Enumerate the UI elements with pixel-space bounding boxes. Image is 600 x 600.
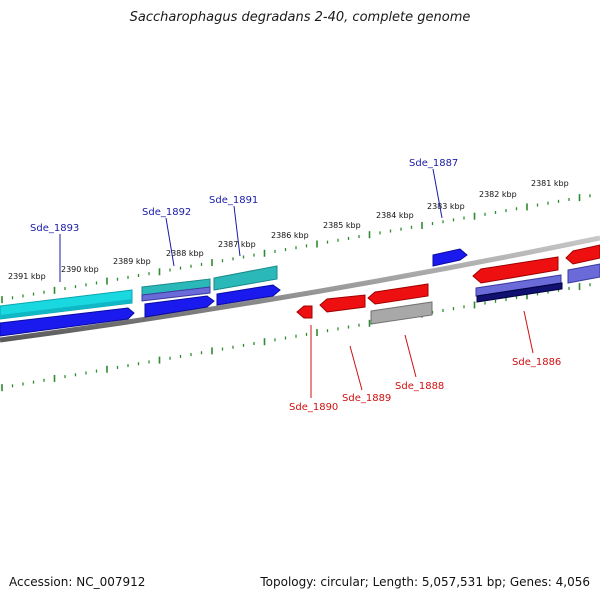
label-sde-1890[interactable]: Sde_1890 bbox=[289, 402, 338, 413]
upper-scale-track bbox=[1, 194, 591, 304]
gene-sde-1890[interactable] bbox=[296, 305, 313, 319]
kbp-label-2390: 2390 kbp bbox=[61, 265, 99, 274]
kbp-label-2389: 2389 kbp bbox=[113, 257, 151, 266]
label-sde-1887[interactable]: Sde_1887 bbox=[409, 158, 458, 169]
gene-slate-edge[interactable] bbox=[567, 263, 600, 284]
genome-summary-text: Topology: circular; Length: 5,057,531 bp… bbox=[260, 575, 590, 589]
gene-name-labels: Sde_1893 Sde_1892 Sde_1891 Sde_1887 Sde_… bbox=[30, 158, 561, 413]
leader-sde-1888 bbox=[404, 334, 417, 378]
gene-sde-1888-grey[interactable] bbox=[370, 301, 433, 325]
kbp-label-2381: 2381 kbp bbox=[531, 179, 569, 188]
gene-sde-1886[interactable] bbox=[472, 256, 559, 284]
gene-sde-1891[interactable] bbox=[213, 265, 278, 291]
genome-backbone bbox=[0, 235, 600, 343]
map-title: Saccharophagus degradans 2-40, complete … bbox=[129, 10, 471, 25]
label-sde-1889[interactable]: Sde_1889 bbox=[342, 393, 391, 404]
kbp-label-2391: 2391 kbp bbox=[8, 272, 46, 281]
kbp-label-2383: 2383 kbp bbox=[427, 202, 465, 211]
gene-sde-1888[interactable] bbox=[367, 283, 429, 305]
kbp-label-2382: 2382 kbp bbox=[479, 190, 517, 199]
kbp-label-2384: 2384 kbp bbox=[376, 211, 414, 220]
leader-sde-1889 bbox=[349, 345, 363, 391]
leader-sde-1886 bbox=[523, 310, 534, 354]
reverse-strand-genes bbox=[296, 244, 600, 325]
gene-sde-1889[interactable] bbox=[319, 294, 366, 313]
forward-strand-genes bbox=[0, 248, 468, 337]
leader-sde-1891 bbox=[233, 205, 241, 257]
label-sde-1888[interactable]: Sde_1888 bbox=[395, 381, 444, 392]
kbp-label-2388: 2388 kbp bbox=[166, 249, 204, 258]
gene-blue-arrow-3[interactable] bbox=[216, 284, 281, 306]
label-sde-1886[interactable]: Sde_1886 bbox=[512, 357, 561, 368]
label-sde-1893[interactable]: Sde_1893 bbox=[30, 223, 79, 234]
gene-sde-1887[interactable] bbox=[432, 248, 468, 267]
accession-text: Accession: NC_007912 bbox=[9, 575, 146, 589]
label-leaders bbox=[59, 168, 534, 398]
kbp-labels: 2391 kbp 2390 kbp 2389 kbp 2388 kbp 2387… bbox=[8, 179, 569, 281]
kbp-label-2385: 2385 kbp bbox=[323, 221, 361, 230]
gene-red-arrow-edge[interactable] bbox=[565, 244, 600, 265]
gene-sde-1893-shade bbox=[0, 299, 132, 319]
kbp-label-2387: 2387 kbp bbox=[218, 240, 256, 249]
leader-sde-1887 bbox=[432, 168, 443, 219]
gene-blue-arrow-2[interactable] bbox=[144, 295, 215, 318]
label-sde-1892[interactable]: Sde_1892 bbox=[142, 207, 191, 218]
gene-blue-arrow-1[interactable] bbox=[0, 307, 135, 337]
leader-sde-1892 bbox=[165, 217, 175, 267]
gene-sde-1886-navy[interactable] bbox=[476, 282, 563, 303]
gene-sde-1892-slate[interactable] bbox=[141, 286, 211, 302]
label-sde-1891[interactable]: Sde_1891 bbox=[209, 195, 258, 206]
kbp-label-2386: 2386 kbp bbox=[271, 231, 309, 240]
